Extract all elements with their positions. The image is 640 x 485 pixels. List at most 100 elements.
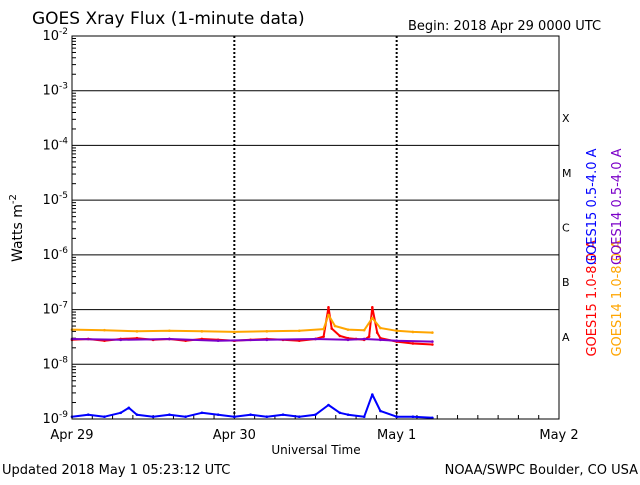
flare-class-label: C xyxy=(562,222,570,235)
data-point xyxy=(216,413,220,416)
data-point xyxy=(151,415,155,419)
legend: GOES15 1.0-8.0 A GOES14 1.0-8.0 A GOES15 0… xyxy=(585,148,625,356)
data-point xyxy=(314,337,317,341)
flare-class-label: M xyxy=(562,167,572,180)
y-axis-label: Watts m-2 xyxy=(8,194,26,262)
data-point xyxy=(338,334,342,338)
y-tick-label: 10-9 xyxy=(42,410,68,427)
x-tick-labels: Apr 29 Apr 30 May 1 May 2 xyxy=(50,428,578,443)
data-point xyxy=(200,411,204,415)
data-point xyxy=(371,316,374,320)
data-point xyxy=(168,413,171,416)
data-point xyxy=(233,415,236,419)
data-point xyxy=(265,338,269,342)
x-tick-label: Apr 29 xyxy=(50,428,93,443)
y-tick-labels: 10-2 10-3 10-4 10-5 10-6 10-7 10-8 10-9 xyxy=(42,27,68,427)
updated-label: Updated 2018 May 1 05:23:12 UTC xyxy=(2,463,230,478)
data-point xyxy=(411,415,415,419)
data-point xyxy=(362,328,366,332)
data-point xyxy=(333,324,337,328)
data-point xyxy=(431,340,434,343)
data-point xyxy=(431,343,434,346)
data-point xyxy=(431,416,434,420)
data-point xyxy=(103,328,106,332)
data-point xyxy=(375,331,379,334)
chart-title: GOES Xray Flux (1-minute data) xyxy=(32,9,305,29)
data-point xyxy=(281,413,285,416)
flare-class-label: A xyxy=(562,331,570,344)
data-point xyxy=(297,329,301,333)
data-point xyxy=(127,406,131,410)
begin-label: Begin: 2018 Apr 29 0000 UTC xyxy=(408,19,601,34)
data-point xyxy=(379,409,382,413)
data-point xyxy=(119,338,122,342)
data-point xyxy=(327,403,330,407)
data-point xyxy=(367,335,371,338)
data-point xyxy=(265,330,269,333)
flare-class-labels: A B C M X xyxy=(562,112,572,344)
y-tick-label: 10-8 xyxy=(42,355,68,372)
y-tick-label: 10-4 xyxy=(42,136,68,153)
series-line xyxy=(71,313,433,334)
data-point xyxy=(411,342,415,345)
data-point xyxy=(371,393,374,396)
data-point xyxy=(297,415,301,419)
data-point xyxy=(135,330,139,333)
data-point xyxy=(346,338,350,342)
data-point xyxy=(346,328,350,331)
series-group xyxy=(70,393,434,420)
data-point xyxy=(338,411,342,415)
plot-frame xyxy=(71,35,560,420)
data-point xyxy=(411,330,415,334)
data-point xyxy=(322,327,325,331)
y-tick-label: 10-7 xyxy=(42,301,68,318)
series-group xyxy=(70,337,434,343)
y-tick-label: 10-5 xyxy=(42,191,68,208)
data-point xyxy=(314,413,317,416)
x-axis-label: Universal Time xyxy=(271,443,360,457)
data-point xyxy=(135,413,139,416)
x-tick-label: Apr 30 xyxy=(213,428,256,443)
legend-entry: GOES14 0.5-4.0 A xyxy=(610,148,625,265)
data-point xyxy=(249,413,252,416)
data-point xyxy=(371,306,374,309)
data-point xyxy=(265,415,269,419)
data-point xyxy=(327,313,330,317)
data-point xyxy=(184,415,187,419)
data-point xyxy=(379,326,382,330)
data-point xyxy=(103,415,106,419)
data-point xyxy=(327,306,330,309)
credit-label: NOAA/SWPC Boulder, CO USA xyxy=(445,463,638,478)
series-line xyxy=(71,393,433,419)
data-point xyxy=(233,330,236,334)
flare-class-label: B xyxy=(562,276,570,289)
data-point xyxy=(362,415,366,419)
data-point xyxy=(395,415,398,419)
x-tick-label: May 2 xyxy=(539,428,578,443)
data-point xyxy=(346,413,350,416)
legend-entry: GOES14 1.0-8.0 A xyxy=(610,240,625,357)
y-tick-label: 10-3 xyxy=(42,82,68,99)
data-point xyxy=(395,329,398,333)
series-group xyxy=(70,313,434,334)
data-point xyxy=(362,337,366,341)
data-point xyxy=(86,413,90,416)
y-tick-label: 10-6 xyxy=(42,246,68,263)
y-tick-label: 10-2 xyxy=(42,27,68,44)
x-tick-label: May 1 xyxy=(377,428,416,443)
series-layer xyxy=(70,306,434,420)
legend-entry: GOES15 0.5-4.0 A xyxy=(585,148,600,265)
data-point xyxy=(216,339,220,342)
data-point xyxy=(168,337,171,341)
data-point xyxy=(330,327,334,330)
legend-entry: GOES15 1.0-8.0 A xyxy=(585,240,600,357)
data-point xyxy=(200,330,204,333)
data-point xyxy=(119,411,122,415)
flare-class-label: X xyxy=(562,112,570,125)
data-point xyxy=(395,339,398,342)
data-point xyxy=(431,331,434,334)
data-point xyxy=(322,335,325,338)
